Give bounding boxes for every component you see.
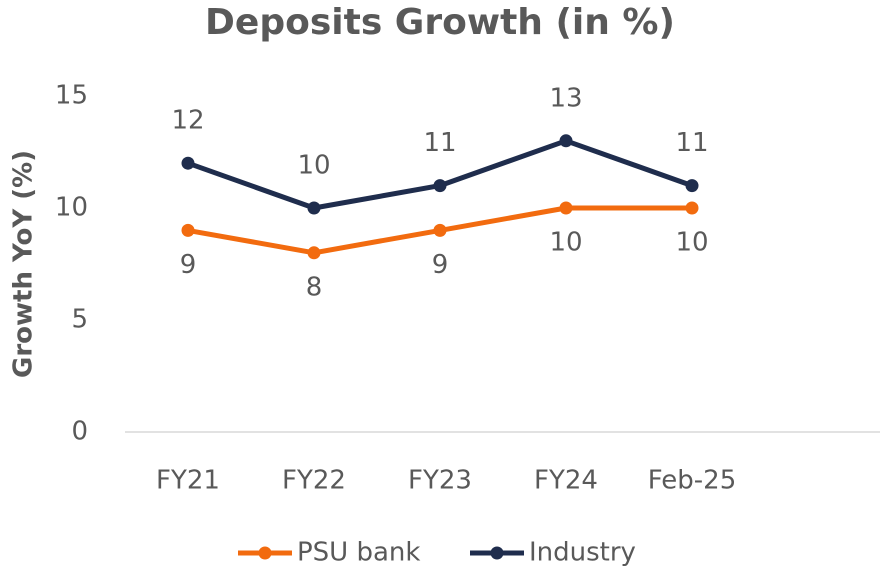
legend-marker [258, 546, 272, 560]
point [559, 201, 573, 215]
point [559, 134, 573, 148]
legend-marker [490, 546, 504, 560]
data-label: 11 [423, 128, 456, 158]
x-tick-label: FY24 [534, 466, 598, 496]
data-label: 9 [432, 250, 449, 280]
x-tick-label: FY23 [408, 466, 472, 496]
data-label: 10 [297, 151, 330, 181]
point [307, 246, 321, 260]
point [433, 223, 447, 237]
data-label: 12 [171, 106, 204, 136]
data-label: 10 [549, 228, 582, 258]
y-tick-label: 10 [55, 193, 88, 223]
point [433, 179, 447, 193]
data-label: 8 [306, 272, 323, 302]
data-label: 13 [549, 83, 582, 113]
chart-title: Deposits Growth (in %) [205, 2, 675, 43]
point [685, 179, 699, 193]
x-tick-label: FY22 [282, 466, 346, 496]
legend-label: Industry [529, 538, 636, 568]
point [181, 156, 195, 170]
legend-label: PSU bank [297, 538, 420, 568]
point [307, 201, 321, 215]
data-label: 9 [180, 250, 197, 280]
x-tick-label: FY21 [156, 466, 220, 496]
data-label: 11 [675, 128, 708, 158]
x-tick-label: Feb-25 [648, 466, 737, 496]
y-tick-label: 5 [71, 305, 88, 335]
y-tick-label: 15 [55, 81, 88, 111]
data-label: 10 [675, 228, 708, 258]
point [181, 223, 195, 237]
point [685, 201, 699, 215]
y-axis-label: Growth YoY (%) [9, 150, 39, 378]
y-tick-label: 0 [71, 417, 88, 447]
